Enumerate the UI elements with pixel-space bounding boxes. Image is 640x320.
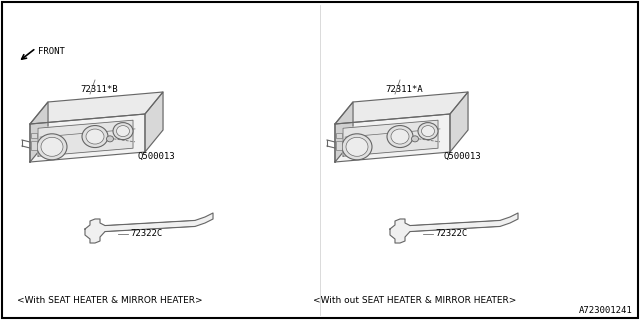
Ellipse shape: [106, 136, 113, 142]
Polygon shape: [343, 120, 438, 156]
Text: Q500013: Q500013: [138, 152, 175, 161]
Bar: [31, 140, 37, 149]
Ellipse shape: [422, 125, 435, 137]
Polygon shape: [30, 92, 163, 124]
Text: <With out SEAT HEATER & MIRROR HEATER>: <With out SEAT HEATER & MIRROR HEATER>: [314, 296, 516, 305]
Bar: [336, 140, 342, 149]
Polygon shape: [30, 102, 48, 162]
Text: 72311*B: 72311*B: [80, 85, 118, 94]
Polygon shape: [30, 114, 145, 162]
Polygon shape: [85, 213, 213, 243]
Ellipse shape: [391, 129, 409, 144]
Bar: [336, 132, 342, 138]
Ellipse shape: [342, 134, 372, 160]
Ellipse shape: [346, 137, 368, 156]
Polygon shape: [335, 92, 468, 124]
Text: 72322C: 72322C: [130, 229, 163, 238]
Text: <With SEAT HEATER & MIRROR HEATER>: <With SEAT HEATER & MIRROR HEATER>: [17, 296, 203, 305]
Polygon shape: [450, 92, 468, 152]
Text: 72311*A: 72311*A: [385, 85, 422, 94]
Text: A723001241: A723001241: [579, 306, 633, 315]
Ellipse shape: [37, 134, 67, 160]
Ellipse shape: [41, 137, 63, 156]
Text: Q500013: Q500013: [443, 152, 481, 161]
Ellipse shape: [86, 129, 104, 144]
Ellipse shape: [387, 125, 413, 148]
Bar: [31, 132, 37, 138]
Ellipse shape: [116, 125, 129, 137]
Polygon shape: [335, 102, 353, 162]
Text: FRONT: FRONT: [38, 47, 65, 57]
Ellipse shape: [418, 123, 438, 140]
Polygon shape: [145, 92, 163, 152]
Ellipse shape: [412, 136, 419, 142]
Polygon shape: [38, 120, 133, 156]
Ellipse shape: [113, 123, 133, 140]
Ellipse shape: [82, 125, 108, 148]
Polygon shape: [390, 213, 518, 243]
Text: 72322C: 72322C: [435, 229, 467, 238]
Polygon shape: [335, 114, 450, 162]
